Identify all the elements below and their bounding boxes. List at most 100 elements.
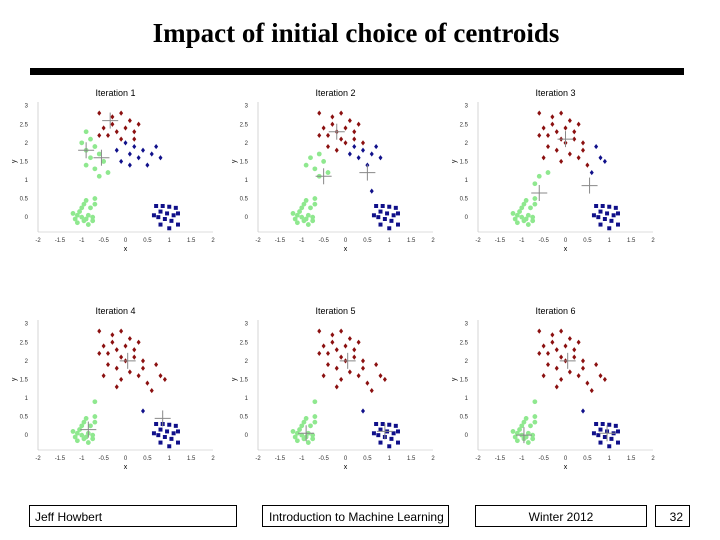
- data-point-green: [514, 430, 520, 436]
- data-point-red: [317, 328, 322, 334]
- data-point-green: [517, 209, 522, 214]
- x-tick-label: -1: [519, 456, 525, 462]
- y-tick-label: 1.5: [20, 377, 29, 383]
- data-point-blue: [376, 433, 381, 438]
- data-point-green: [92, 399, 98, 405]
- data-point-blue: [154, 422, 159, 426]
- data-point-blue: [374, 143, 379, 150]
- data-point-blue: [613, 205, 618, 210]
- data-point-green: [90, 432, 96, 438]
- x-tick-label: -2: [255, 456, 261, 462]
- data-point-red: [589, 387, 594, 394]
- data-point-red: [321, 343, 326, 349]
- data-point-red: [567, 151, 572, 157]
- data-point-blue: [602, 435, 607, 439]
- y-tick-label: 1: [25, 178, 29, 184]
- data-point-blue: [374, 204, 379, 208]
- data-point-green: [83, 129, 89, 135]
- data-point-red: [326, 361, 330, 368]
- y-tick-label: 1.5: [20, 159, 29, 165]
- data-point-blue: [158, 155, 163, 161]
- data-point-blue: [380, 204, 385, 208]
- data-point-red: [550, 121, 555, 127]
- data-point-red: [365, 380, 370, 386]
- data-point-red: [541, 343, 546, 349]
- data-point-blue: [609, 218, 614, 223]
- data-point-red: [550, 114, 555, 120]
- data-point-red: [326, 132, 330, 139]
- data-point-green: [523, 198, 529, 203]
- x-tick-label: -2: [475, 456, 481, 462]
- data-point-blue: [609, 436, 614, 441]
- data-point-green: [292, 216, 298, 222]
- centroid-marker: [515, 427, 532, 444]
- data-point-red: [343, 140, 348, 146]
- data-point-blue: [581, 408, 585, 414]
- data-point-blue: [151, 431, 156, 436]
- data-point-blue: [369, 188, 374, 194]
- data-point-red: [352, 354, 357, 360]
- data-point-green: [310, 214, 316, 220]
- x-tick-label: -1.5: [55, 238, 66, 244]
- x-tick-label: 2: [431, 238, 435, 244]
- data-point-green: [70, 211, 76, 216]
- data-point-blue: [591, 213, 596, 218]
- data-point-blue: [616, 222, 620, 227]
- centroid-marker: [557, 131, 574, 148]
- data-point-blue: [616, 440, 620, 445]
- y-axis-label: y: [11, 159, 18, 163]
- data-point-blue: [387, 204, 392, 209]
- data-point-red: [546, 132, 550, 139]
- data-point-blue: [378, 427, 383, 432]
- data-point-red: [334, 347, 339, 353]
- data-point-green: [514, 212, 520, 218]
- x-tick-label: 1.5: [407, 456, 416, 462]
- data-point-green: [512, 216, 518, 222]
- data-point-blue: [176, 211, 180, 216]
- data-point-green: [297, 427, 302, 432]
- footer-term: Winter 2012: [475, 505, 647, 527]
- x-tick-label: 0: [344, 238, 348, 244]
- data-point-green: [297, 209, 302, 214]
- data-point-red: [141, 358, 145, 364]
- y-tick-label: 0.5: [460, 197, 469, 203]
- y-tick-label: 3: [245, 104, 249, 110]
- data-point-red: [550, 339, 555, 345]
- data-point-green: [79, 140, 85, 146]
- data-point-blue: [378, 222, 383, 227]
- centroid-marker: [599, 425, 616, 442]
- data-point-green: [90, 436, 96, 442]
- data-point-green: [81, 201, 87, 207]
- data-point-green: [305, 212, 311, 218]
- centroid-marker: [78, 142, 95, 159]
- data-point-green: [92, 144, 98, 149]
- data-point-green: [301, 436, 307, 442]
- data-point-red: [576, 339, 581, 345]
- data-point-red: [339, 354, 344, 360]
- x-tick-label: 0.5: [583, 456, 592, 462]
- data-point-red: [356, 373, 361, 379]
- data-point-blue: [391, 213, 396, 218]
- data-point-green: [517, 427, 522, 432]
- data-point-red: [321, 373, 326, 379]
- scatter-panel-1: Iteration 1 0 0.5 1 1.5 2 2.5 3 -2 -1.5 -1 -0.5 0 0.5…: [11, 88, 215, 253]
- data-point-red: [559, 158, 564, 165]
- data-point-green: [310, 432, 316, 438]
- y-tick-label: 2: [465, 359, 469, 365]
- x-tick-label: -1.5: [275, 456, 286, 462]
- data-point-blue: [598, 222, 603, 227]
- x-tick-label: -2: [475, 238, 481, 244]
- scatter-panel-3: Iteration 3 0 0.5 1 1.5 2 2.5 3 -2 -1.5 -1 -0.5 0 0.5…: [451, 88, 655, 253]
- data-point-blue: [594, 204, 599, 208]
- data-point-green: [536, 173, 542, 179]
- data-point-blue: [378, 155, 383, 161]
- data-point-green: [532, 181, 538, 187]
- x-tick-label: -0.5: [98, 456, 109, 462]
- data-point-green: [74, 212, 80, 218]
- data-point-red: [554, 365, 559, 371]
- data-point-red: [162, 376, 167, 383]
- data-point-green: [74, 220, 80, 226]
- data-point-red: [546, 143, 550, 150]
- data-point-green: [521, 218, 527, 224]
- data-point-green: [312, 399, 318, 405]
